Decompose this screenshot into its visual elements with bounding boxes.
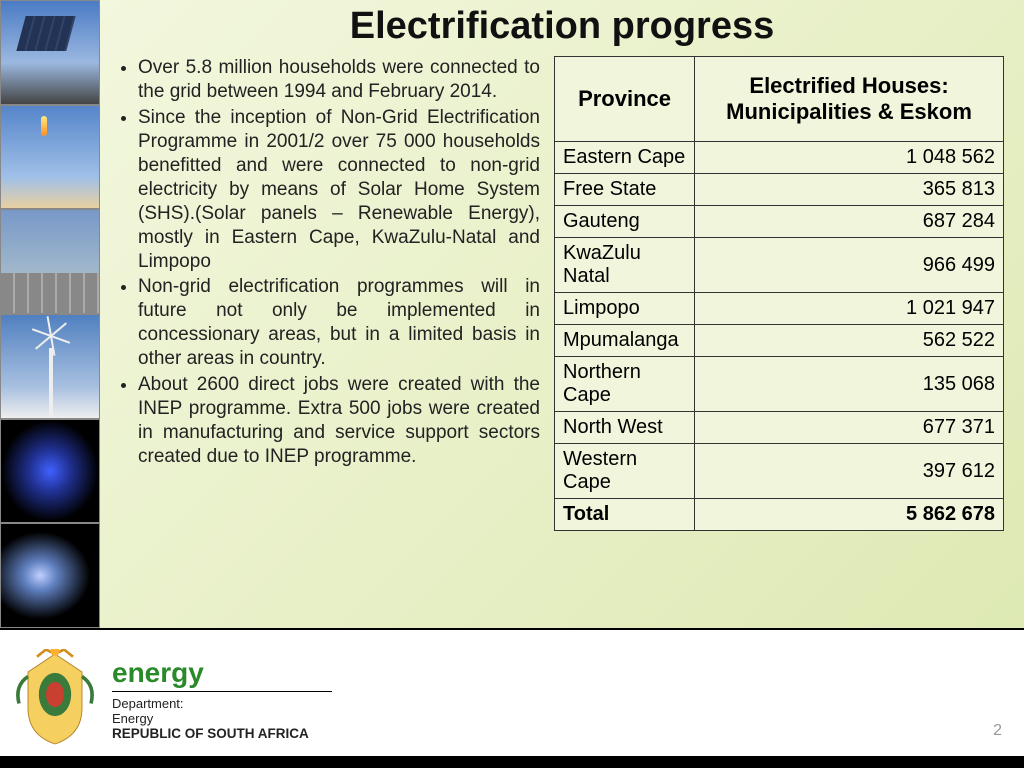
sidebar-image-pipes (0, 209, 100, 314)
bullet-item: Over 5.8 million households were connect… (138, 56, 540, 104)
table-row: Mpumalanga562 522 (555, 325, 1004, 357)
bullet-item: Non-grid electrification programmes will… (138, 275, 540, 371)
department-block: energy Department: Energy REPUBLIC OF SO… (112, 657, 332, 741)
image-sidebar (0, 0, 100, 628)
table-row: Western Cape397 612 (555, 444, 1004, 499)
sidebar-image-solar (0, 0, 100, 105)
sidebar-image-flame (0, 419, 100, 524)
sidebar-image-flare (0, 105, 100, 210)
table-body: Eastern Cape1 048 562 Free State365 813 … (555, 142, 1004, 531)
bullet-list: Over 5.8 million households were connect… (120, 56, 540, 531)
sidebar-image-bulb (0, 523, 100, 628)
brand-word: energy (112, 657, 332, 692)
table-row: Gauteng687 284 (555, 206, 1004, 238)
table-header-province: Province (555, 57, 695, 142)
table-row: Limpopo1 021 947 (555, 293, 1004, 325)
main-content: Electrification progress Over 5.8 millio… (100, 0, 1024, 531)
table-row: Eastern Cape1 048 562 (555, 142, 1004, 174)
bullet-item: About 2600 direct jobs were created with… (138, 373, 540, 469)
footer-bar (0, 756, 1024, 768)
table-row-total: Total5 862 678 (555, 499, 1004, 531)
table-row: KwaZulu Natal966 499 (555, 238, 1004, 293)
table-header-value: Electrified Houses: Municipalities & Esk… (695, 57, 1004, 142)
page-title: Electrification progress (120, 5, 1004, 48)
table-row: Free State365 813 (555, 174, 1004, 206)
provinces-table: Province Electrified Houses: Municipalit… (554, 56, 1004, 531)
table-row: Northern Cape135 068 (555, 357, 1004, 412)
dept-line-2: Energy (112, 711, 332, 726)
footer: energy Department: Energy REPUBLIC OF SO… (0, 628, 1024, 768)
page-number: 2 (993, 722, 1002, 740)
dept-line-1: Department: (112, 696, 332, 711)
table-row: North West677 371 (555, 412, 1004, 444)
coat-of-arms-icon (10, 649, 100, 749)
sidebar-image-turbine (0, 314, 100, 419)
dept-line-3: REPUBLIC OF SOUTH AFRICA (112, 726, 332, 741)
bullet-item: Since the inception of Non-Grid Electrif… (138, 106, 540, 274)
